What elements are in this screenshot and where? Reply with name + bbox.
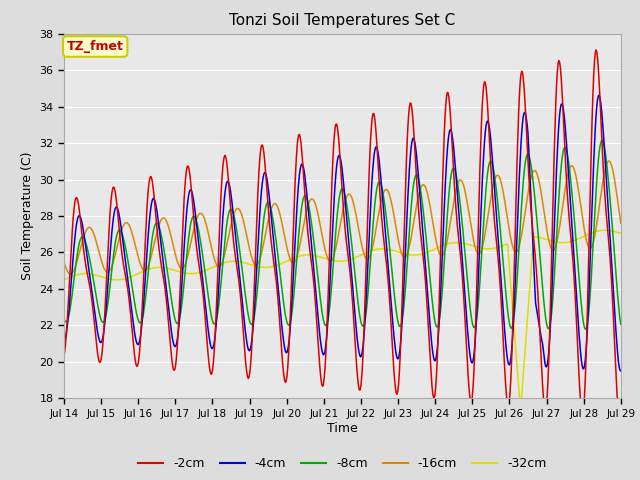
-32cm bbox=[410, 252, 418, 258]
-2cm bbox=[592, 47, 600, 53]
-2cm bbox=[214, 282, 221, 288]
-32cm bbox=[127, 274, 135, 279]
-32cm bbox=[617, 230, 625, 236]
-8cm bbox=[617, 322, 625, 327]
-8cm bbox=[426, 279, 434, 285]
-32cm bbox=[214, 263, 221, 268]
-32cm bbox=[70, 273, 78, 278]
-8cm bbox=[582, 326, 590, 332]
-32cm bbox=[426, 248, 434, 254]
Y-axis label: Soil Temperature (C): Soil Temperature (C) bbox=[20, 152, 34, 280]
-16cm bbox=[67, 271, 74, 277]
-4cm bbox=[426, 325, 434, 331]
Line: -8cm: -8cm bbox=[64, 140, 621, 329]
-4cm bbox=[410, 136, 418, 142]
-4cm bbox=[617, 368, 625, 374]
Line: -16cm: -16cm bbox=[64, 161, 621, 274]
-2cm bbox=[127, 319, 135, 325]
-8cm bbox=[410, 179, 418, 184]
-4cm bbox=[595, 93, 603, 98]
-8cm bbox=[184, 241, 192, 247]
-4cm bbox=[60, 337, 68, 343]
-16cm bbox=[617, 220, 625, 226]
-8cm bbox=[214, 312, 221, 318]
Text: TZ_fmet: TZ_fmet bbox=[67, 40, 124, 53]
-16cm bbox=[428, 209, 435, 215]
-8cm bbox=[70, 276, 78, 282]
-32cm bbox=[184, 271, 192, 276]
Line: -2cm: -2cm bbox=[64, 50, 621, 418]
-32cm bbox=[517, 404, 525, 410]
-16cm bbox=[605, 158, 613, 164]
-4cm bbox=[127, 306, 135, 312]
-2cm bbox=[70, 206, 78, 212]
-2cm bbox=[617, 408, 625, 414]
-2cm bbox=[616, 415, 623, 420]
-16cm bbox=[60, 260, 68, 265]
Title: Tonzi Soil Temperatures Set C: Tonzi Soil Temperatures Set C bbox=[229, 13, 456, 28]
-2cm bbox=[184, 163, 192, 169]
-16cm bbox=[214, 264, 222, 269]
-8cm bbox=[60, 317, 68, 323]
-8cm bbox=[127, 279, 135, 285]
-4cm bbox=[184, 197, 192, 203]
Legend: -2cm, -4cm, -8cm, -16cm, -32cm: -2cm, -4cm, -8cm, -16cm, -32cm bbox=[133, 452, 552, 475]
-8cm bbox=[598, 137, 606, 143]
-2cm bbox=[60, 353, 68, 359]
-2cm bbox=[410, 133, 418, 139]
-16cm bbox=[128, 230, 136, 236]
-16cm bbox=[185, 250, 193, 255]
-4cm bbox=[70, 243, 78, 249]
-2cm bbox=[426, 359, 434, 364]
-16cm bbox=[71, 265, 79, 271]
-32cm bbox=[60, 277, 68, 283]
-16cm bbox=[411, 213, 419, 218]
X-axis label: Time: Time bbox=[327, 421, 358, 434]
Line: -32cm: -32cm bbox=[64, 230, 621, 407]
-32cm bbox=[601, 228, 609, 233]
Line: -4cm: -4cm bbox=[64, 96, 621, 371]
-4cm bbox=[214, 306, 221, 312]
